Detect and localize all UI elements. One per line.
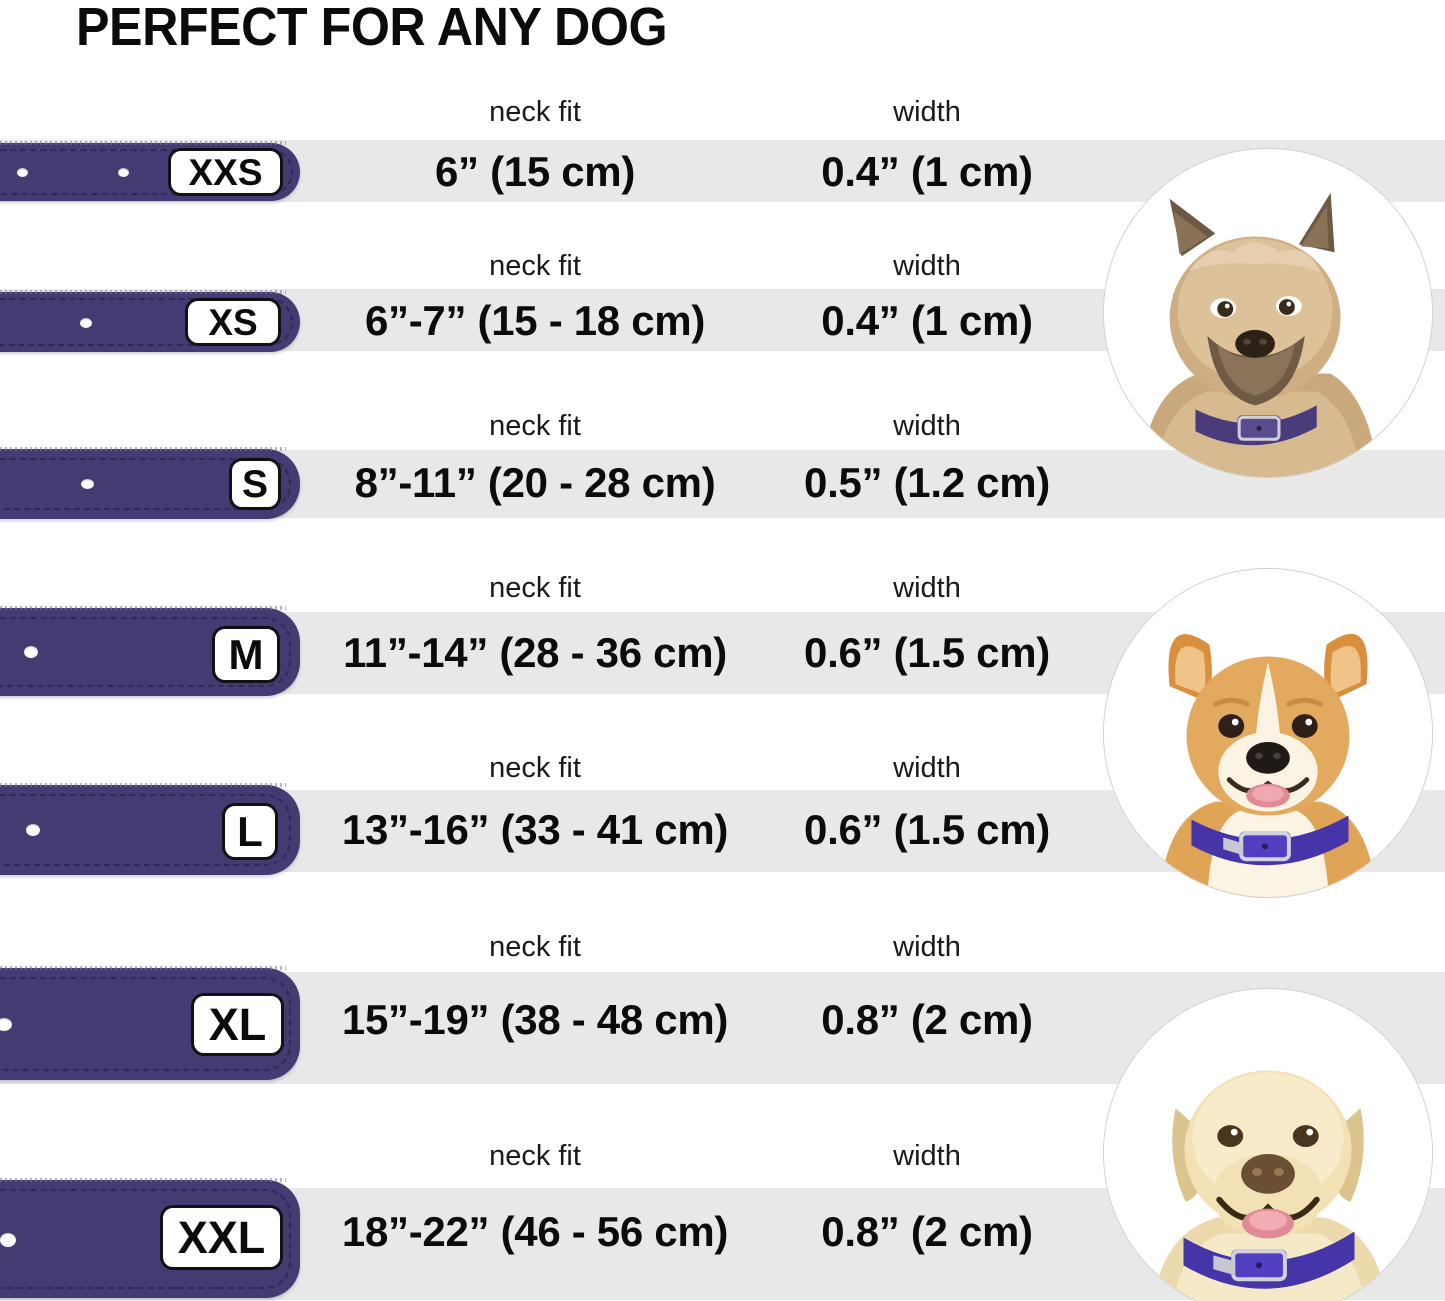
size-badge-l: L bbox=[222, 803, 278, 860]
collar-strap-xxl bbox=[0, 1178, 300, 1298]
size-badge-s: S bbox=[229, 458, 281, 510]
strap-hole bbox=[17, 168, 28, 177]
column-header-neck-fit: neck fit bbox=[489, 96, 581, 128]
strap-hole bbox=[80, 318, 92, 328]
column-header-width: width bbox=[893, 931, 961, 963]
strap-stitching bbox=[0, 149, 293, 195]
value-neck-fit-xl: 15”-19” (38 - 48 cm) bbox=[341, 996, 729, 1043]
column-header-width: width bbox=[893, 572, 961, 604]
size-badge-xl: XL bbox=[191, 993, 284, 1056]
size-badge-m: M bbox=[212, 626, 280, 683]
strap-fuzz bbox=[0, 966, 286, 970]
column-header-width: width bbox=[893, 1140, 961, 1172]
dog-photo-corgi bbox=[1103, 568, 1433, 898]
value-neck-fit-xxl: 18”-22” (46 - 56 cm) bbox=[341, 1208, 729, 1255]
strap-fuzz bbox=[0, 290, 286, 294]
value-width-xxl: 0.8” (2 cm) bbox=[821, 1208, 1033, 1255]
strap-hole bbox=[26, 824, 40, 836]
strap-fuzz bbox=[0, 1178, 286, 1182]
value-width-l: 0.6” (1.5 cm) bbox=[804, 806, 1050, 853]
strap-hole bbox=[24, 646, 38, 658]
strap-stitching bbox=[0, 617, 291, 687]
size-badge-xxs: XXS bbox=[168, 148, 283, 196]
column-header-neck-fit: neck fit bbox=[489, 752, 581, 784]
value-neck-fit-l: 13”-16” (33 - 41 cm) bbox=[341, 806, 729, 853]
strap-stitching bbox=[0, 794, 291, 866]
column-header-width: width bbox=[893, 410, 961, 442]
strap-hole bbox=[118, 168, 129, 177]
size-badge-xs: XS bbox=[185, 298, 281, 346]
strap-hole bbox=[81, 479, 94, 489]
strap-fuzz bbox=[0, 783, 286, 787]
value-width-xxs: 0.4” (1 cm) bbox=[821, 148, 1033, 195]
column-header-neck-fit: neck fit bbox=[489, 572, 581, 604]
value-width-xs: 0.4” (1 cm) bbox=[821, 297, 1033, 344]
strap-fuzz bbox=[0, 447, 286, 451]
strap-stitching bbox=[0, 298, 293, 346]
column-header-neck-fit: neck fit bbox=[489, 250, 581, 282]
column-header-width: width bbox=[893, 96, 961, 128]
value-width-m: 0.6” (1.5 cm) bbox=[804, 629, 1050, 676]
strap-stitching bbox=[0, 1189, 291, 1289]
column-header-width: width bbox=[893, 752, 961, 784]
dog-photo-labrador bbox=[1103, 988, 1433, 1301]
column-header-neck-fit: neck fit bbox=[489, 1140, 581, 1172]
column-header-neck-fit: neck fit bbox=[489, 410, 581, 442]
strap-hole bbox=[0, 1233, 16, 1247]
strap-hole bbox=[0, 1018, 12, 1031]
size-badge-xxl: XXL bbox=[160, 1205, 283, 1270]
column-header-neck-fit: neck fit bbox=[489, 931, 581, 963]
value-neck-fit-s: 8”-11” (20 - 28 cm) bbox=[354, 459, 716, 506]
value-width-s: 0.5” (1.2 cm) bbox=[804, 459, 1050, 506]
value-neck-fit-xs: 6”-7” (15 - 18 cm) bbox=[364, 297, 706, 344]
page-title: PERFECT FOR ANY DOG bbox=[76, 0, 668, 57]
strap-fuzz bbox=[0, 141, 286, 145]
strap-stitching bbox=[0, 977, 291, 1071]
strap-fuzz bbox=[0, 606, 286, 610]
column-header-width: width bbox=[893, 250, 961, 282]
value-width-xl: 0.8” (2 cm) bbox=[821, 996, 1033, 1043]
dog-photo-cairn-terrier bbox=[1103, 148, 1433, 478]
value-neck-fit-xxs: 6” (15 cm) bbox=[434, 148, 636, 195]
strap-stitching bbox=[0, 458, 291, 510]
value-neck-fit-m: 11”-14” (28 - 36 cm) bbox=[343, 629, 727, 676]
